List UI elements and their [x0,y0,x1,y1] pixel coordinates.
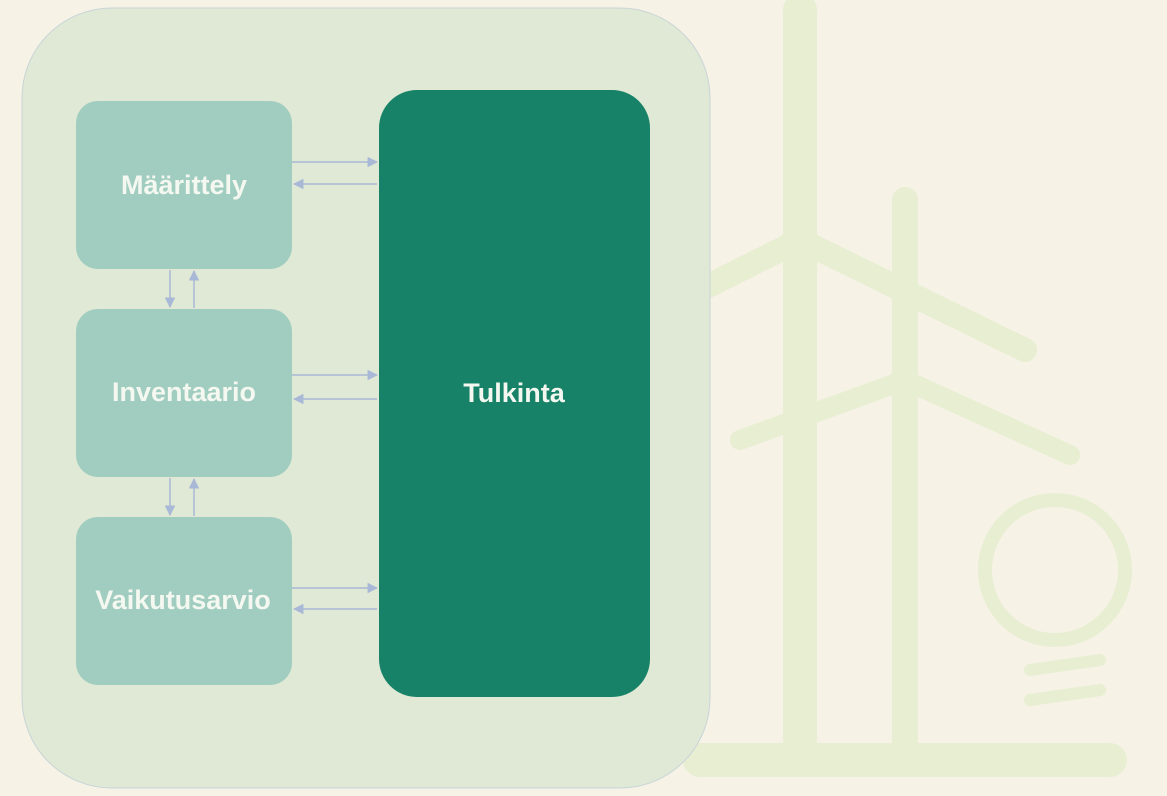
node-label: Määrittely [121,170,247,200]
node-label: Vaikutusarvio [95,585,271,615]
node-label: Tulkinta [463,378,565,408]
diagram: Määrittely Inventaario Vaikutusarvio Tul… [0,0,1167,791]
background-illustration [700,10,1125,760]
node-label: Inventaario [112,377,256,407]
